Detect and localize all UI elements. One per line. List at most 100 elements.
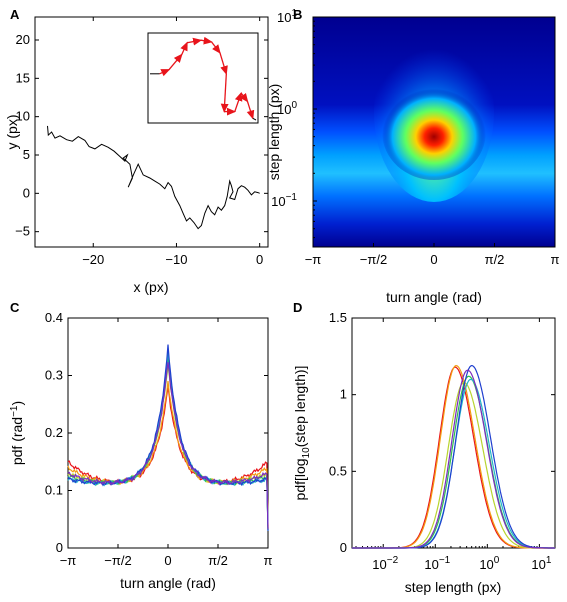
- panel-c-axes-frame: [67, 317, 269, 549]
- b-ytick-label-base: 10: [271, 194, 285, 209]
- panel-d-ylabel-main: pdf[log: [292, 458, 308, 500]
- d-xtick-label: 10−2: [372, 555, 398, 572]
- inset-arrows: [150, 36, 257, 121]
- inset-arrow: [210, 41, 221, 54]
- d-ytick-label: 0.5: [329, 463, 347, 478]
- inset-arrow: [239, 92, 249, 103]
- d-xtick-label: 10−1: [424, 555, 450, 572]
- d-xtick-label: 101: [531, 555, 551, 572]
- inset-arrow: [159, 69, 171, 77]
- panel-c: −π −π/2 0 π/2 π 0 0.1 0.2 0.3 0.4 turn angle (rad…: [9, 310, 273, 591]
- b-ytick-label-exponent: 1: [291, 8, 297, 19]
- b-ytick-label: 101: [277, 8, 297, 25]
- b-ytick-label: 10−1: [271, 192, 297, 209]
- d-xtick-label-base: 10: [479, 557, 493, 572]
- heatmap-peak: [382, 84, 486, 180]
- d-series-line: [352, 375, 555, 549]
- b-ytick-label-base: 10: [277, 102, 291, 117]
- c-xtick-label: −π: [60, 553, 77, 568]
- d-xtick-label: 100: [479, 555, 499, 572]
- c-xtick-label: π: [264, 553, 273, 568]
- a-ytick-label: 15: [16, 70, 30, 85]
- b-ytick-label-exponent: 0: [291, 100, 297, 111]
- panel-label-a: A: [10, 7, 20, 22]
- panel-a-xlabel: x (px): [134, 279, 169, 295]
- d-series-line: [352, 369, 555, 549]
- b-xtick-label: π: [551, 252, 560, 267]
- d-series-line: [352, 381, 555, 549]
- panel-d-ylabel-end: (step length)]: [292, 366, 308, 448]
- inset-frame: [147, 32, 259, 124]
- a-xtick-label: 0: [256, 252, 263, 267]
- d-xtick-label-exponent: 1: [546, 555, 552, 566]
- panel-c-ylabel-main: pdf (rad: [9, 417, 25, 465]
- c-xtick-label: −π/2: [104, 553, 131, 568]
- b-xtick-label: π/2: [485, 252, 505, 267]
- c-series-line: [67, 362, 269, 530]
- inset-end-segment: [252, 117, 257, 121]
- d-xtick-label-exponent: −1: [439, 555, 451, 566]
- panel-a-axes-frame: [34, 16, 269, 248]
- d-series-line: [352, 378, 555, 549]
- d-xtick-label-base: 10: [372, 557, 386, 572]
- inset-arrow: [200, 36, 213, 45]
- heatmap: [313, 17, 555, 247]
- d-xtick-label-exponent: 0: [494, 555, 500, 566]
- c-xtick-label: 0: [164, 553, 171, 568]
- panel-label-d: D: [293, 300, 302, 315]
- c-ytick-label: 0.4: [45, 310, 63, 325]
- b-ytick-label-base: 10: [277, 10, 291, 25]
- c-series-line: [67, 352, 269, 531]
- trajectory-line: [47, 125, 260, 230]
- panel-d-axes-frame: [351, 317, 556, 549]
- d-xtick-label-base: 10: [531, 557, 545, 572]
- b-ytick-label: 100: [277, 100, 297, 117]
- c-ytick-label: 0: [56, 540, 63, 555]
- panel-b-xlabel: turn angle (rad): [386, 289, 482, 305]
- inset-arrow: [180, 41, 188, 55]
- a-ytick-label: −5: [15, 224, 30, 239]
- d-ytick-label: 1: [340, 387, 347, 402]
- d-series-line: [352, 364, 555, 549]
- b-xtick-label: −π: [305, 252, 322, 267]
- c-xtick-label: π/2: [208, 553, 228, 568]
- panel-c-ylabel-sup: −1: [9, 405, 20, 417]
- panel-d-ylabel: pdf[log10(step length)]: [292, 366, 312, 501]
- inset-arrow: [168, 53, 183, 71]
- panel-d-ylabel-sub: 10: [301, 447, 312, 459]
- a-ytick-label: 5: [23, 147, 30, 162]
- panel-d: 00.511.510−2 10−1 100 101 step length (px) …: [292, 310, 556, 595]
- inset-arrow: [186, 37, 203, 46]
- d-ytick-label: 0: [340, 540, 347, 555]
- c-series-line: [67, 387, 269, 527]
- panel-c-ylabel-end: ): [9, 401, 25, 406]
- a-ytick-label: 0: [23, 185, 30, 200]
- panel-b-ylabel: step length (px): [266, 84, 282, 181]
- panel-c-ylabel: pdf (rad−1): [9, 401, 25, 465]
- c-ytick-label: 0.3: [45, 368, 63, 383]
- inset-arrow: [219, 52, 228, 76]
- panel-a: −20 −10 0 −5 0 5 10 15 20 x (px) y (px): [4, 16, 269, 295]
- c-series-line: [67, 344, 269, 531]
- d-xtick-label-base: 10: [424, 557, 438, 572]
- d-ytick-label: 1.5: [329, 310, 347, 325]
- panel-c-xlabel: turn angle (rad): [120, 575, 216, 591]
- b-xtick-label: 0: [430, 252, 437, 267]
- c-ytick-label: 0.2: [45, 425, 63, 440]
- panel-label-b: B: [293, 7, 302, 22]
- a-ytick-label: 20: [16, 32, 30, 47]
- panel-a-ylabel: y (px): [4, 115, 20, 150]
- panel-d-xlabel: step length (px): [405, 579, 502, 595]
- a-xtick-label: −10: [165, 252, 187, 267]
- a-xtick-label: −20: [82, 252, 104, 267]
- inset-arrow: [220, 73, 229, 113]
- c-series-line: [67, 380, 269, 528]
- inset-arrow: [246, 101, 255, 120]
- b-xtick-label: −π/2: [360, 252, 387, 267]
- d-xtick-label-exponent: −2: [387, 555, 399, 566]
- a-ytick-label: 10: [16, 109, 30, 124]
- b-ytick-label-exponent: −1: [286, 192, 298, 203]
- panel-label-c: C: [10, 300, 20, 315]
